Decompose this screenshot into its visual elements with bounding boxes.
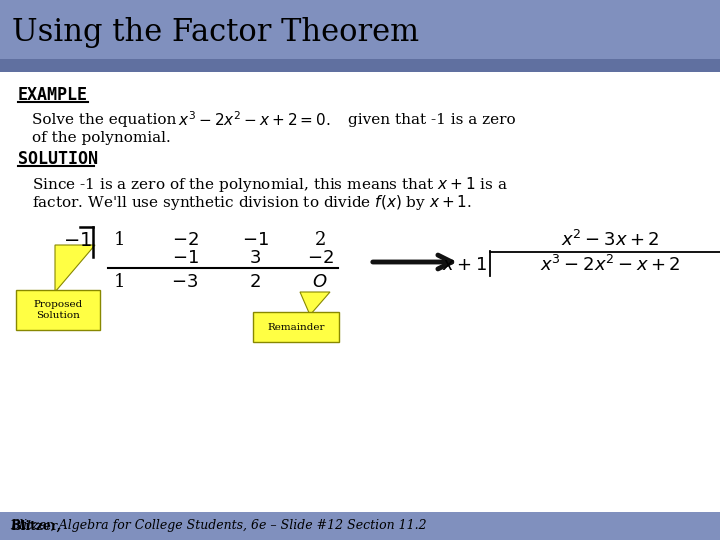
Text: 2: 2 — [315, 231, 325, 249]
Text: $x^3-2x^2-x+2$: $x^3-2x^2-x+2$ — [540, 255, 680, 275]
Polygon shape — [300, 292, 330, 315]
Bar — [0, 512, 720, 540]
Text: given that -1 is a zero: given that -1 is a zero — [348, 113, 516, 127]
Text: EXAMPLE: EXAMPLE — [18, 86, 88, 104]
Text: $O$: $O$ — [312, 273, 328, 291]
Text: Blitzer,: Blitzer, — [10, 519, 61, 532]
Text: $2$: $2$ — [249, 273, 261, 291]
Text: 1: 1 — [114, 231, 126, 249]
Text: $-1$: $-1$ — [242, 231, 269, 249]
Text: $x^2-3x+2$: $x^2-3x+2$ — [561, 230, 660, 250]
Text: $-1$: $-1$ — [63, 231, 92, 249]
Text: Remainder: Remainder — [267, 322, 325, 332]
Text: $-1$: $-1$ — [171, 249, 199, 267]
Text: $-2$: $-2$ — [171, 231, 199, 249]
Text: $x+1$: $x+1$ — [442, 256, 487, 274]
Text: $x^3 - 2x^2 - x + 2 = 0.$: $x^3 - 2x^2 - x + 2 = 0.$ — [178, 111, 330, 130]
Text: $3$: $3$ — [249, 249, 261, 267]
Text: Blitzer, Algebra for College Students, 6e – Slide #12 Section 11.2: Blitzer, Algebra for College Students, 6… — [10, 519, 427, 532]
Text: SOLUTION: SOLUTION — [18, 150, 98, 168]
Bar — [0, 59, 720, 72]
Bar — [0, 72, 720, 512]
FancyBboxPatch shape — [253, 312, 339, 342]
Text: Proposed
Solution: Proposed Solution — [33, 300, 83, 320]
Text: Solve the equation: Solve the equation — [32, 113, 176, 127]
Text: $-2$: $-2$ — [307, 249, 333, 267]
Text: of the polynomial.: of the polynomial. — [32, 131, 171, 145]
Bar — [0, 0, 720, 60]
FancyBboxPatch shape — [16, 290, 100, 330]
Text: factor. We'll use synthetic division to divide $f(x)$ by $x + 1$.: factor. We'll use synthetic division to … — [32, 193, 472, 213]
Text: Since -1 is a zero of the polynomial, this means that $x + 1$ is a: Since -1 is a zero of the polynomial, th… — [32, 176, 508, 194]
Polygon shape — [55, 245, 95, 292]
Text: $-3$: $-3$ — [171, 273, 199, 291]
Text: Using the Factor Theorem: Using the Factor Theorem — [12, 17, 419, 49]
Text: 1: 1 — [114, 273, 126, 291]
